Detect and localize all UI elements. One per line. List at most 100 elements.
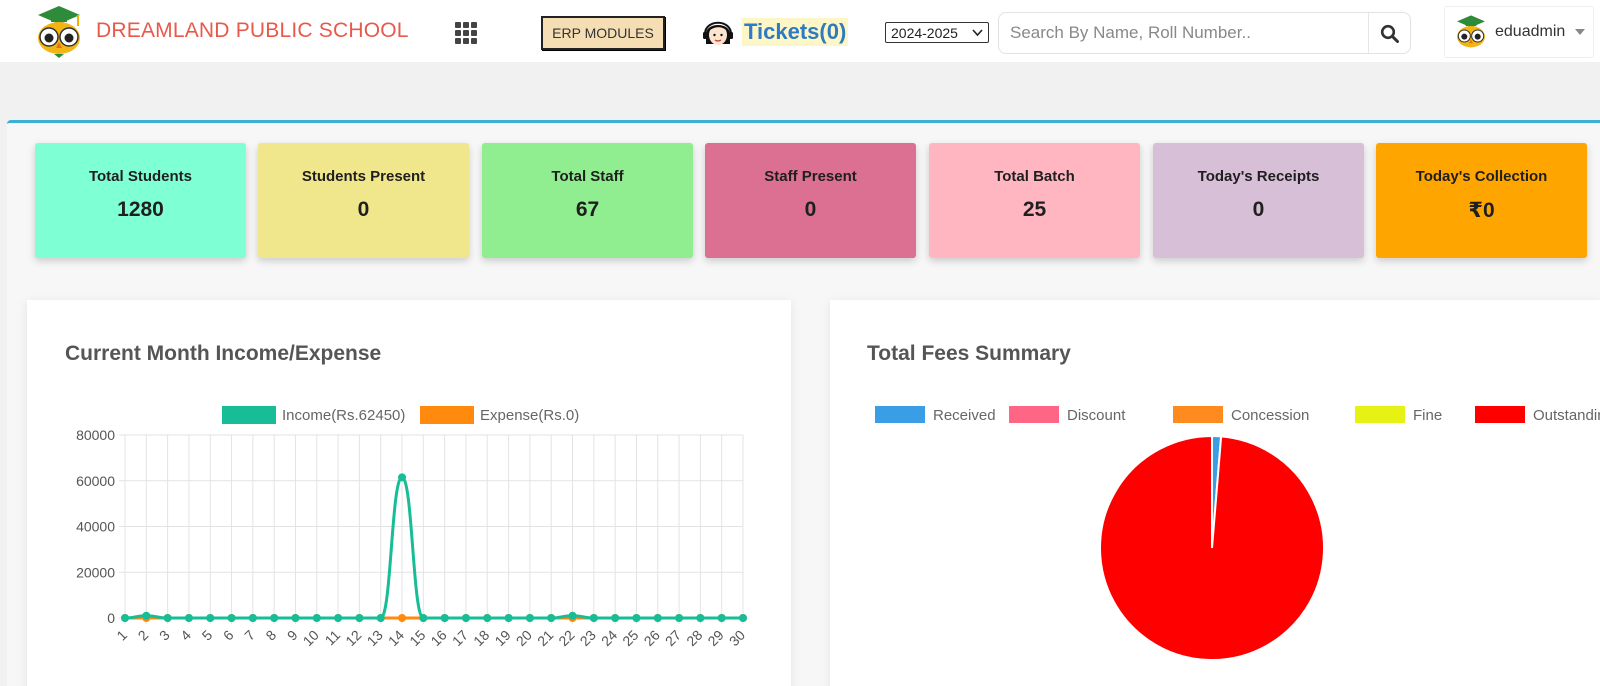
- data-point: [227, 614, 236, 622]
- search-box: [998, 12, 1411, 54]
- stat-title: Total Batch: [994, 168, 1075, 185]
- stat-value: ₹0: [1468, 199, 1495, 222]
- y-tick-label: 0: [107, 610, 115, 626]
- data-point: [206, 614, 215, 622]
- data-point: [291, 614, 300, 622]
- x-tick-label: 21: [534, 627, 556, 649]
- data-point: [632, 614, 641, 622]
- x-tick-label: 17: [449, 627, 471, 649]
- data-point: [739, 614, 747, 622]
- data-point: [717, 614, 726, 622]
- income-expense-title: Current Month Income/Expense: [65, 342, 382, 365]
- data-point: [334, 614, 343, 622]
- y-tick-label: 60000: [76, 473, 115, 489]
- apps-grid-button[interactable]: [453, 20, 477, 44]
- x-tick-label: 15: [406, 627, 428, 649]
- data-point: [696, 614, 705, 622]
- legend-label: Expense(Rs.0): [480, 407, 579, 424]
- x-tick-label: 23: [577, 627, 599, 649]
- legend-swatch: [420, 406, 474, 424]
- x-tick-label: 30: [726, 627, 748, 649]
- x-tick-label: 7: [241, 627, 258, 644]
- legend-label: Income(Rs.62450): [282, 407, 405, 424]
- academic-year-select[interactable]: 2024-2025: [885, 22, 989, 43]
- stat-title: Students Present: [301, 168, 426, 185]
- data-point: [419, 614, 428, 622]
- tickets-count: Tickets(0): [742, 18, 849, 46]
- data-point: [312, 614, 321, 622]
- erp-modules-button[interactable]: ERP MODULES: [541, 16, 665, 50]
- x-tick-label: 25: [619, 627, 641, 649]
- x-tick-label: 5: [199, 627, 216, 644]
- y-tick-label: 40000: [76, 519, 115, 535]
- data-point: [376, 614, 385, 622]
- x-tick-label: 4: [177, 627, 194, 644]
- data-point: [248, 614, 257, 622]
- headset-agent-icon: [703, 21, 733, 45]
- x-tick-label: 29: [704, 627, 726, 649]
- data-point: [611, 614, 620, 622]
- x-tick-label: 19: [491, 627, 513, 649]
- stat-card-students-present[interactable]: Students Present 0: [258, 143, 469, 258]
- x-tick-label: 28: [683, 627, 705, 649]
- stat-title: Today's Collection: [1415, 168, 1548, 185]
- data-point: [547, 614, 556, 622]
- data-point: [355, 614, 364, 622]
- search-button[interactable]: [1368, 13, 1410, 53]
- legend-swatch: [222, 406, 276, 424]
- data-point: [568, 611, 577, 620]
- top-navbar: DREAMLAND PUBLIC SCHOOL ERP MODULES Tick…: [0, 0, 1600, 62]
- x-tick-label: 20: [513, 627, 535, 649]
- x-tick-label: 9: [284, 627, 301, 644]
- data-point: [461, 614, 470, 622]
- data-point: [184, 614, 193, 622]
- x-tick-label: 14: [385, 627, 407, 649]
- data-point: [121, 614, 129, 622]
- stat-card-todays-receipts[interactable]: Today's Receipts 0: [1153, 143, 1364, 258]
- user-menu[interactable]: eduadmin: [1444, 6, 1594, 58]
- stat-card-staff-present[interactable]: Staff Present 0: [705, 143, 916, 258]
- x-tick-label: 10: [300, 627, 322, 649]
- stat-card-total-batch[interactable]: Total Batch 25: [929, 143, 1140, 258]
- search-input[interactable]: [1000, 14, 1370, 52]
- stat-value: 67: [575, 198, 600, 221]
- x-tick-label: 27: [662, 627, 684, 649]
- data-point: [270, 614, 279, 622]
- series-line: [124, 475, 743, 620]
- data-point: [483, 614, 492, 622]
- stat-card-total-students[interactable]: Total Students 1280: [35, 143, 246, 258]
- data-point: [398, 614, 407, 622]
- stat-value: 0: [1252, 198, 1265, 221]
- x-tick-label: 11: [322, 627, 344, 649]
- academic-year-value: 2024-2025: [891, 24, 958, 41]
- stat-value: 0: [357, 198, 370, 221]
- x-tick-label: 6: [220, 627, 237, 644]
- x-tick-label: 1: [113, 627, 130, 644]
- x-tick-label: 18: [470, 627, 492, 649]
- stat-card-total-staff[interactable]: Total Staff 67: [482, 143, 693, 258]
- caret-down-icon: [1575, 29, 1586, 35]
- x-tick-label: 26: [641, 627, 663, 649]
- data-point: [504, 614, 513, 622]
- x-tick-label: 16: [427, 627, 449, 649]
- school-name: DREAMLAND PUBLIC SCHOOL: [96, 19, 409, 42]
- username: eduadmin: [1495, 23, 1566, 40]
- x-tick-label: 12: [342, 627, 364, 649]
- stat-title: Total Students: [88, 168, 193, 185]
- stat-value: 25: [1022, 198, 1047, 221]
- chevron-down-icon: [972, 29, 983, 37]
- stat-value: 1280: [117, 198, 164, 221]
- stat-title: Staff Present: [764, 168, 857, 185]
- fees-summary-card: Total Fees Summary: [830, 300, 1600, 686]
- x-tick-label: 24: [598, 627, 620, 649]
- x-tick-label: 13: [364, 627, 386, 649]
- tickets-link[interactable]: Tickets(0): [700, 14, 849, 50]
- grid-icon: [455, 22, 461, 28]
- brand[interactable]: DREAMLAND PUBLIC SCHOOL: [32, 4, 409, 58]
- data-point: [440, 614, 449, 622]
- data-point: [675, 614, 684, 622]
- data-point: [398, 473, 407, 482]
- stat-card-todays-collection[interactable]: Today's Collection ₹0: [1376, 143, 1587, 258]
- income-expense-card: Current Month Income/Expense: [27, 300, 791, 686]
